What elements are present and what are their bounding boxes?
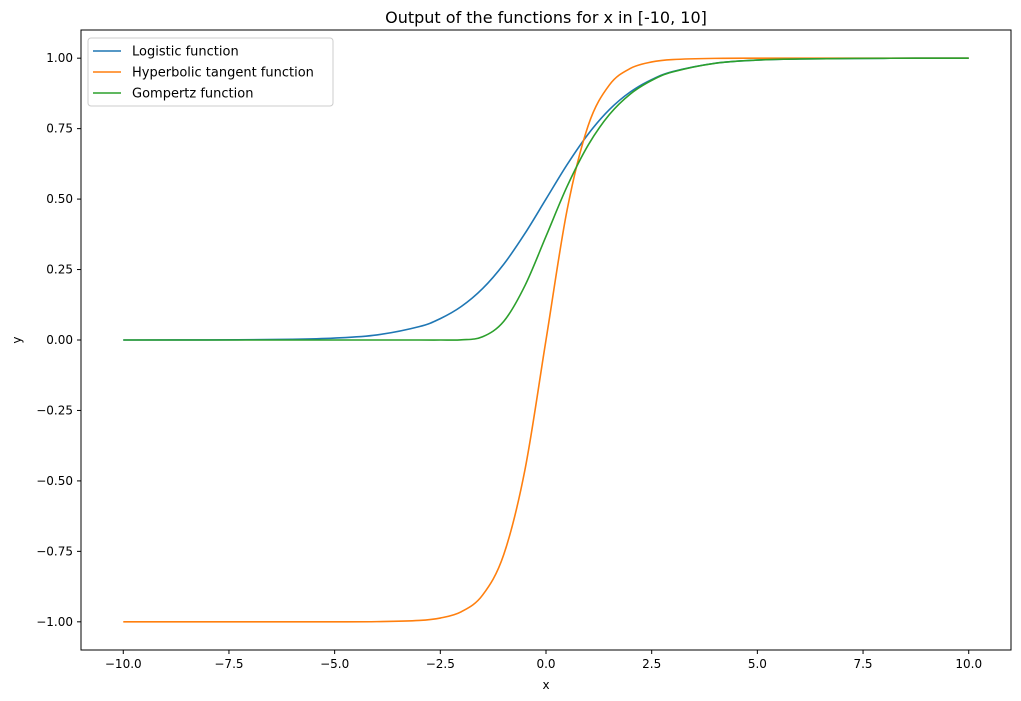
series-line-gompertz-function (123, 57, 969, 341)
x-tick-label: −5.0 (320, 657, 349, 671)
series-lines (123, 57, 969, 623)
y-axis-label: y (10, 336, 24, 343)
legend: Logistic function Hyperbolic tangent func… (87, 37, 334, 107)
x-axis-label: x (542, 678, 549, 692)
y-tick-label: −0.50 (36, 474, 73, 488)
y-tick-label: 0.50 (46, 192, 73, 206)
x-tick-label: 0.0 (536, 657, 555, 671)
series-line-hyperbolic-tangent-function (123, 57, 969, 623)
x-tick-label: −2.5 (426, 657, 455, 671)
x-tick-label: −7.5 (214, 657, 243, 671)
legend-entry-label: Logistic function (132, 45, 239, 60)
y-tick-label: 0.75 (46, 122, 73, 136)
x-tick-label: 5.0 (748, 657, 767, 671)
y-tick-label: 0.00 (46, 333, 73, 347)
y-axis-ticks: −1.00 −0.75 −0.50 −0.25 0.00 0.25 0.50 0.75 1.00 (36, 51, 81, 629)
legend-box (87, 37, 334, 107)
y-tick-label: 0.25 (46, 263, 73, 277)
x-tick-label: 2.5 (642, 657, 661, 671)
y-tick-label: −0.75 (36, 544, 73, 558)
chart-title: Output of the functions for x in [-10, 1… (385, 8, 707, 27)
y-tick-label: −1.00 (36, 615, 73, 629)
x-tick-label: −10.0 (105, 657, 142, 671)
x-tick-label: 7.5 (853, 657, 872, 671)
y-tick-label: 1.00 (46, 51, 73, 65)
x-tick-label: 10.0 (955, 657, 982, 671)
legend-entry-label: Hyperbolic tangent function (132, 66, 314, 81)
y-tick-label: −0.25 (36, 403, 73, 417)
legend-entry-label: Gompertz function (132, 87, 253, 102)
x-axis-ticks: −10.0 −7.5 −5.0 −2.5 0.0 2.5 5.0 7.5 10.0 (105, 650, 982, 671)
